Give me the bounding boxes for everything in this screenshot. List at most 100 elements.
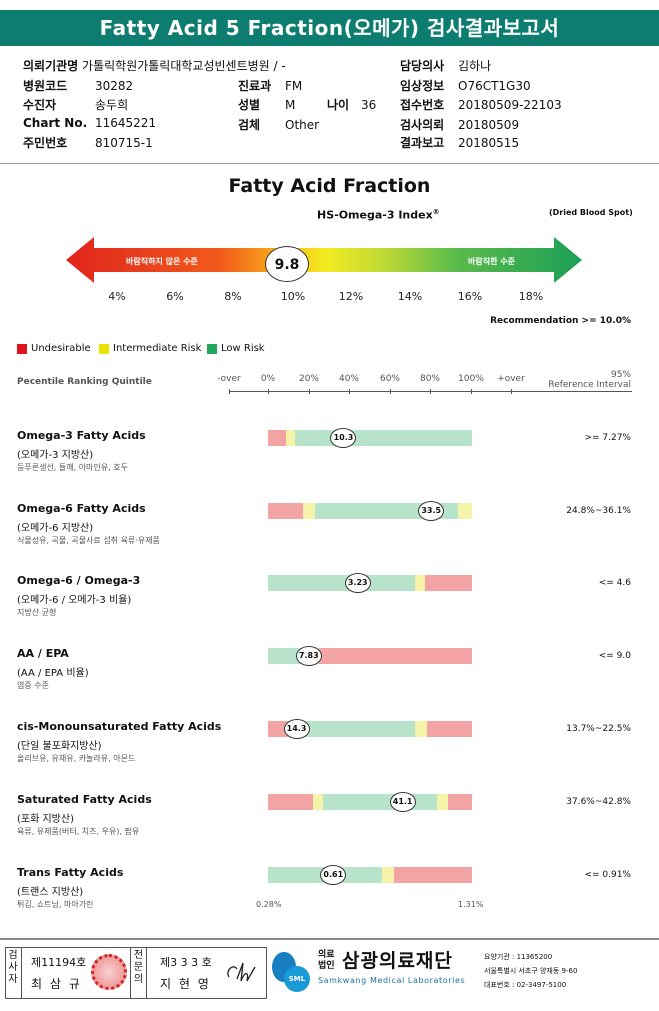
- chart-key: Chart No.: [23, 116, 88, 130]
- undesirable-label: 바람직하지 않은 수준: [126, 257, 198, 266]
- legend-intermediate: Intermediate Risk: [99, 343, 201, 354]
- percentile-bar: 33.5: [268, 501, 472, 521]
- bar-segment: [427, 721, 472, 737]
- examiner-number: 제11194호: [31, 956, 87, 969]
- corp-label: 의료 법인: [318, 950, 335, 971]
- scale-label: 100%: [458, 374, 484, 384]
- row-title: cis-Monounsaturated Fatty Acids: [17, 720, 222, 733]
- row-description: 식물성유, 곡물, 곡물사료 섭취 육류·유제품: [17, 536, 160, 545]
- bar-segment: [312, 794, 324, 810]
- patient-value: 송두희: [95, 98, 129, 112]
- index-tick: 18%: [518, 290, 544, 303]
- chart-value: 11645221: [95, 116, 157, 130]
- value-marker: 14.3: [283, 719, 310, 739]
- sex-key: 성별: [238, 98, 261, 112]
- age-key: 나이: [327, 98, 350, 112]
- rcv-value: 20180509-22103: [458, 98, 562, 112]
- rpt-value: 20180515: [458, 136, 520, 150]
- index-label: HS-Omega-3 Index®: [317, 208, 440, 222]
- row-reference: 13.7%~22.5%: [566, 724, 631, 734]
- divider: [0, 163, 659, 164]
- row-subtitle: (AA / EPA 비율): [17, 668, 89, 679]
- bar-segment: [382, 867, 395, 883]
- value-marker: 10.3: [330, 428, 357, 448]
- scale-label: 20%: [298, 374, 319, 384]
- age-value: 36: [361, 98, 377, 112]
- scale-label: 40%: [338, 374, 359, 384]
- row-reference: <= 9.0: [598, 651, 631, 661]
- legend-undesirable: Undesirable: [17, 343, 91, 354]
- index-tick: 8%: [224, 290, 242, 303]
- index-tick: 12%: [338, 290, 364, 303]
- value-marker: 3.23: [344, 573, 371, 593]
- facility-code: 요양기관 : 11365200: [484, 953, 553, 961]
- range-min: 0.28%: [256, 900, 282, 909]
- clin-value: O76CT1G30: [458, 79, 531, 93]
- doc-value: 김하나: [458, 59, 492, 73]
- row-subtitle: (오메가-6 지방산): [17, 523, 94, 534]
- percentile-bar: 7.83: [268, 646, 472, 666]
- specialist-label: 전 문 의: [130, 947, 147, 999]
- id-value: 810715-1: [95, 136, 153, 150]
- bar-segment: [286, 430, 295, 446]
- examiner-seal-icon: [91, 954, 127, 990]
- scale-tick: [309, 389, 310, 394]
- inst-value: 가톨릭학원가톨릭대학교성빈센트병원 / -: [82, 59, 286, 73]
- dept-value: FM: [285, 79, 303, 93]
- row-reference: 24.8%~36.1%: [566, 506, 631, 516]
- bar-segment: [302, 503, 315, 519]
- omega-index-value: 9.8: [265, 246, 309, 282]
- row-description: 등푸른생선, 들깨, 아마인유, 호두: [17, 463, 128, 472]
- quintile-title: Pecentile Ranking Quintile: [17, 377, 152, 387]
- bar-segment: [425, 575, 472, 591]
- bar-segment: [414, 721, 428, 737]
- bar-segment: [268, 575, 415, 591]
- row-subtitle: (오메가-3 지방산): [17, 450, 94, 461]
- bar-segment: [319, 648, 472, 664]
- row-reference: <= 0.91%: [584, 870, 631, 880]
- scale-label: 80%: [419, 374, 440, 384]
- req-key: 검사의뢰: [400, 118, 445, 132]
- scale-tick: [511, 389, 512, 394]
- scale-label: +over: [497, 374, 525, 384]
- clin-key: 임상정보: [400, 79, 445, 93]
- bar-segment: [323, 794, 438, 810]
- percentile-bar: 41.1: [268, 792, 472, 812]
- row-subtitle: (트랜스 지방산): [17, 887, 84, 898]
- row-description: 올리브유, 유채유, 카놀라유, 아몬드: [17, 754, 136, 763]
- sex-value: M: [285, 98, 296, 112]
- bar-segment: [394, 867, 472, 883]
- desirable-label: 바람직한 수준: [468, 257, 515, 266]
- scale-label: 60%: [379, 374, 400, 384]
- rcv-key: 접수번호: [400, 98, 445, 112]
- row-description: 염증 수준: [17, 681, 49, 690]
- value-marker: 41.1: [389, 792, 416, 812]
- scale-tick: [349, 389, 350, 394]
- percentile-bar: 0.61: [268, 865, 472, 885]
- inst-key: 의뢰기관명: [23, 59, 79, 73]
- row-reference: >= 7.27%: [584, 433, 631, 443]
- row-title: Omega-6 Fatty Acids: [17, 502, 146, 515]
- company-english: Samkwang Medical Laboratories: [318, 976, 466, 985]
- row-subtitle: (오메가-6 / 오메가-3 비율): [17, 595, 132, 606]
- bar-segment: [447, 794, 472, 810]
- index-tick: 16%: [457, 290, 483, 303]
- examiner-label: 검 사 자: [5, 947, 22, 999]
- row-reference: <= 4.6: [598, 578, 631, 588]
- sml-logo-icon: SML: [272, 948, 316, 996]
- row-title: Saturated Fatty Acids: [17, 793, 152, 806]
- row-reference: 37.6%~42.8%: [566, 797, 631, 807]
- index-tick: 14%: [397, 290, 423, 303]
- bar-segment: [268, 430, 287, 446]
- index-tick: 10%: [280, 290, 306, 303]
- scale-tick: [268, 389, 269, 394]
- percentile-bar: 10.3: [268, 428, 472, 448]
- row-subtitle: (단일 불포화지방산): [17, 741, 102, 752]
- value-marker: 33.5: [418, 501, 445, 521]
- reference-interval-title: 95% Reference Interval: [548, 370, 631, 390]
- dept-key: 진료과: [238, 79, 272, 93]
- bar-segment: [268, 503, 303, 519]
- recommendation: Recommendation >= 10.0%: [490, 316, 631, 326]
- spec-value: Other: [285, 118, 320, 132]
- row-title: Omega-6 / Omega-3: [17, 574, 141, 587]
